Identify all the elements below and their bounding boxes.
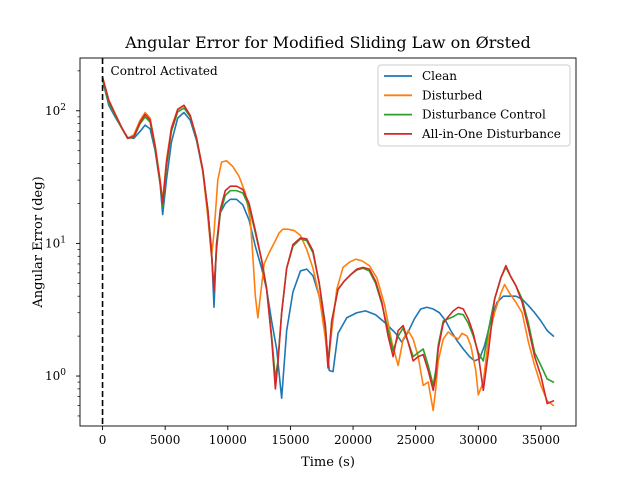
series-line-clean (101, 79, 555, 400)
x-tick-label: 5000 (150, 433, 181, 447)
y-tick-label: 102 (45, 103, 66, 118)
y-tick-label: 100 (45, 368, 66, 383)
legend-label-all-in-one-disturbance: All-in-One Disturbance (421, 127, 561, 141)
plot-frame (79, 57, 577, 427)
legend-label-disturbance-control: Disturbance Control (422, 108, 546, 122)
x-tick-label: 10000 (209, 433, 247, 447)
x-axis-label: Time (s) (301, 455, 355, 470)
x-tick-label: 25000 (397, 433, 435, 447)
legend-label-disturbed: Disturbed (422, 88, 483, 102)
legend-box (377, 64, 571, 147)
control-activated-label: Control Activated (111, 64, 218, 78)
y-tick-label: 101 (45, 235, 66, 250)
y-axis-label: Angular Error (deg) (31, 176, 46, 308)
legend-label-clean: Clean (422, 69, 457, 83)
chart-title: Angular Error for Modified Sliding Law o… (124, 33, 531, 52)
x-tick-label: 35000 (522, 433, 560, 447)
plot-area: Control Activated 0 5000 10000 15000 20000 250… (45, 57, 577, 447)
series-line-all-in-one-disturbance (101, 76, 555, 405)
x-tick-label: 0 (99, 433, 107, 447)
x-tick-label: 30000 (459, 433, 497, 447)
x-tick-label: 20000 (334, 433, 372, 447)
x-tick-label: 15000 (271, 433, 309, 447)
